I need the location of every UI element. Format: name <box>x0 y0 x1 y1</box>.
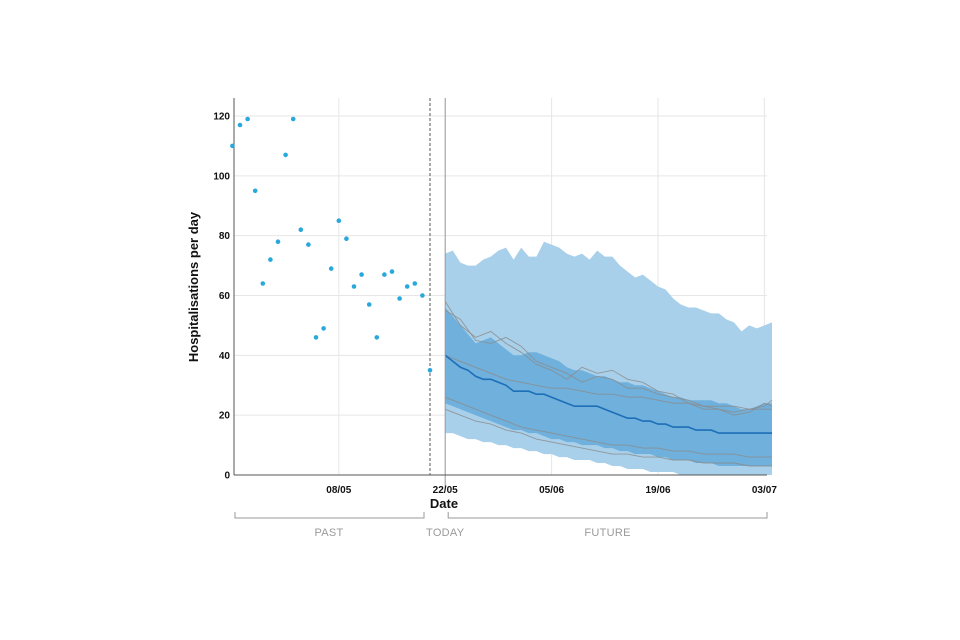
y-tick-label: 120 <box>213 112 230 123</box>
observed-points <box>230 116 433 373</box>
future-bracket <box>447 512 768 519</box>
y-tick-label: 60 <box>219 291 231 302</box>
observed-point <box>412 281 418 286</box>
observed-point <box>366 302 372 307</box>
x-tick-labels: 08/05 22/05 05/06 19/06 03/07 <box>326 485 777 496</box>
past-bracket <box>234 512 425 519</box>
observed-point <box>237 122 243 128</box>
section-label-today: TODAY <box>426 527 465 539</box>
y-tick-label: 80 <box>219 231 231 242</box>
observed-point <box>344 236 349 241</box>
observed-point <box>420 293 425 298</box>
forecast-median <box>444 354 772 434</box>
observed-point <box>268 257 273 262</box>
y-tick-label: 40 <box>219 351 231 362</box>
y-tick-label: 100 <box>213 171 230 182</box>
y-axis-title: Hospitalisations per day <box>186 211 201 362</box>
y-tick-label: 20 <box>219 411 231 422</box>
x-tick-label: 03/07 <box>752 485 777 496</box>
observed-point <box>275 239 281 244</box>
observed-point <box>382 272 387 277</box>
observed-point <box>389 269 395 274</box>
x-tick-label: 08/05 <box>326 485 351 496</box>
observed-point <box>290 116 296 122</box>
observed-point <box>306 242 311 247</box>
date-markers <box>429 98 446 489</box>
median-line <box>444 354 772 434</box>
observed-point <box>328 266 334 271</box>
y-tick-label: 0 <box>224 471 230 482</box>
observed-point <box>359 272 364 277</box>
section-label-future: FUTURE <box>584 527 630 539</box>
trajectory-line <box>445 354 772 410</box>
observed-point <box>298 227 304 232</box>
x-tick-label: 05/06 <box>539 485 564 496</box>
x-tick-label: 19/06 <box>645 485 670 496</box>
observed-point <box>283 152 288 158</box>
observed-point <box>374 335 380 340</box>
forecast-trajectories <box>444 301 773 467</box>
trajectory-line <box>445 396 772 458</box>
observed-point <box>397 296 402 301</box>
y-tick-labels: 0 20 40 60 80 100 120 <box>213 112 230 482</box>
observed-point <box>427 368 433 373</box>
observed-point <box>404 284 410 289</box>
axes <box>233 98 767 476</box>
trajectory-line <box>445 408 772 467</box>
observed-point <box>351 284 357 289</box>
observed-point <box>313 335 319 340</box>
observed-point <box>321 326 326 331</box>
x-axis-title: Date <box>430 496 458 511</box>
observed-point <box>245 116 250 122</box>
observed-point <box>230 143 235 149</box>
observed-point <box>260 281 266 286</box>
observed-point <box>336 218 342 223</box>
observed-point <box>252 188 258 194</box>
section-label-past: PAST <box>314 527 343 539</box>
trajectory-line <box>444 310 773 416</box>
x-tick-label: 22/05 <box>433 485 458 496</box>
forecast-bands <box>445 241 772 475</box>
inner-interval-band <box>445 307 772 466</box>
timeline-sections: PAST TODAY FUTURE <box>234 512 768 539</box>
